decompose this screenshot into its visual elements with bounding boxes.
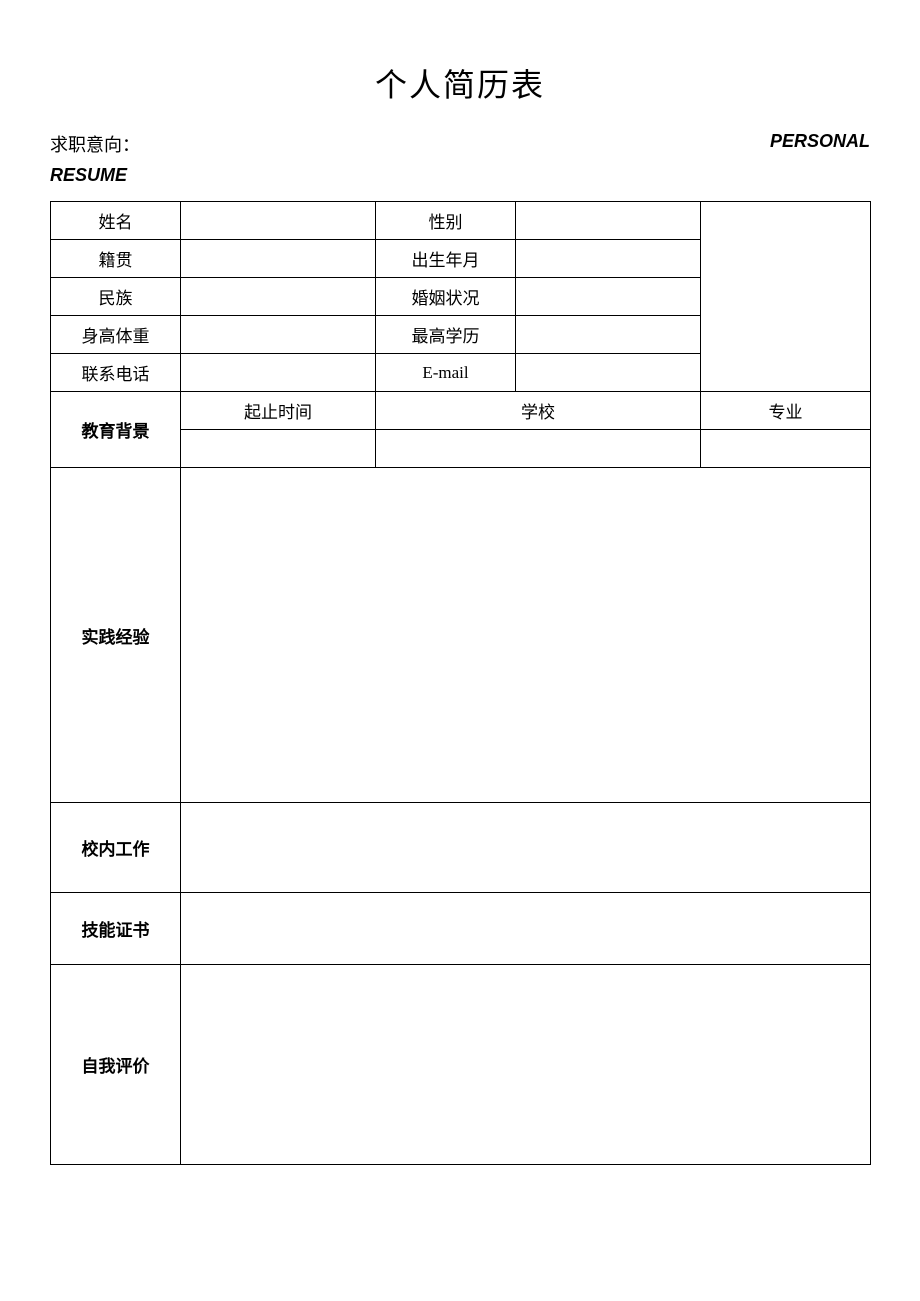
email-value: [516, 354, 701, 392]
marital-label: 婚姻状况: [376, 278, 516, 316]
self-eval-value: [181, 965, 871, 1165]
phone-value: [181, 354, 376, 392]
school-work-section-label: 校内工作: [51, 803, 181, 893]
height-weight-value: [181, 316, 376, 354]
period-value: [181, 430, 376, 468]
personal-label: PERSONAL: [770, 131, 870, 157]
skills-value: [181, 893, 871, 965]
major-value: [701, 430, 871, 468]
table-row: 自我评价: [51, 965, 871, 1165]
self-eval-section-label: 自我评价: [51, 965, 181, 1165]
education-label: 最高学历: [376, 316, 516, 354]
education-value: [516, 316, 701, 354]
marital-value: [516, 278, 701, 316]
origin-value: [181, 240, 376, 278]
table-row: 校内工作: [51, 803, 871, 893]
period-label: 起止时间: [181, 392, 376, 430]
education-section-label: 教育背景: [51, 392, 181, 468]
email-label: E-mail: [376, 354, 516, 392]
height-weight-label: 身高体重: [51, 316, 181, 354]
school-value: [376, 430, 701, 468]
origin-label: 籍贯: [51, 240, 181, 278]
photo-cell: [701, 202, 871, 392]
resume-label: RESUME: [50, 165, 870, 186]
name-value: [181, 202, 376, 240]
school-label: 学校: [376, 392, 701, 430]
gender-label: 性别: [376, 202, 516, 240]
header-row: 求职意向： PERSONAL: [50, 131, 870, 157]
phone-label: 联系电话: [51, 354, 181, 392]
ethnicity-label: 民族: [51, 278, 181, 316]
birth-value: [516, 240, 701, 278]
name-label: 姓名: [51, 202, 181, 240]
experience-section-label: 实践经验: [51, 468, 181, 803]
birth-label: 出生年月: [376, 240, 516, 278]
experience-value: [181, 468, 871, 803]
gender-value: [516, 202, 701, 240]
table-row: 教育背景 起止时间 学校 专业: [51, 392, 871, 430]
resume-table: 姓名 性别 籍贯 出生年月 民族 婚姻状况 身高体重 最高学历 联系电话 E-m…: [50, 201, 871, 1165]
job-intent-label: 求职意向：: [50, 131, 140, 157]
major-label: 专业: [701, 392, 871, 430]
skills-section-label: 技能证书: [51, 893, 181, 965]
table-row: 姓名 性别: [51, 202, 871, 240]
ethnicity-value: [181, 278, 376, 316]
table-row: 实践经验: [51, 468, 871, 803]
table-row: 技能证书: [51, 893, 871, 965]
document-title: 个人简历表: [50, 60, 870, 106]
school-work-value: [181, 803, 871, 893]
